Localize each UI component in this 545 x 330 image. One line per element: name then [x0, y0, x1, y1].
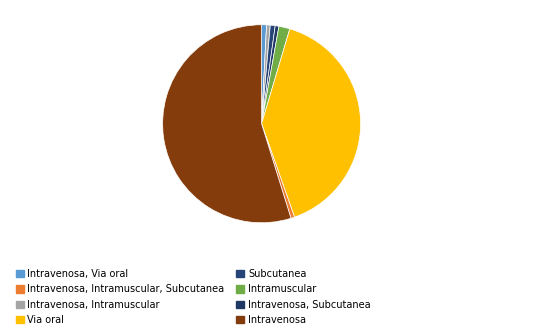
Wedge shape	[262, 25, 267, 124]
Wedge shape	[262, 26, 290, 124]
Wedge shape	[262, 26, 279, 124]
Wedge shape	[262, 25, 270, 124]
Wedge shape	[262, 25, 275, 124]
Wedge shape	[162, 25, 291, 223]
Wedge shape	[262, 29, 361, 217]
Wedge shape	[262, 124, 294, 218]
Legend: Intravenosa, Via oral, Intravenosa, Intramuscular, Subcutanea, Intravenosa, Intr: Intravenosa, Via oral, Intravenosa, Intr…	[16, 269, 371, 325]
